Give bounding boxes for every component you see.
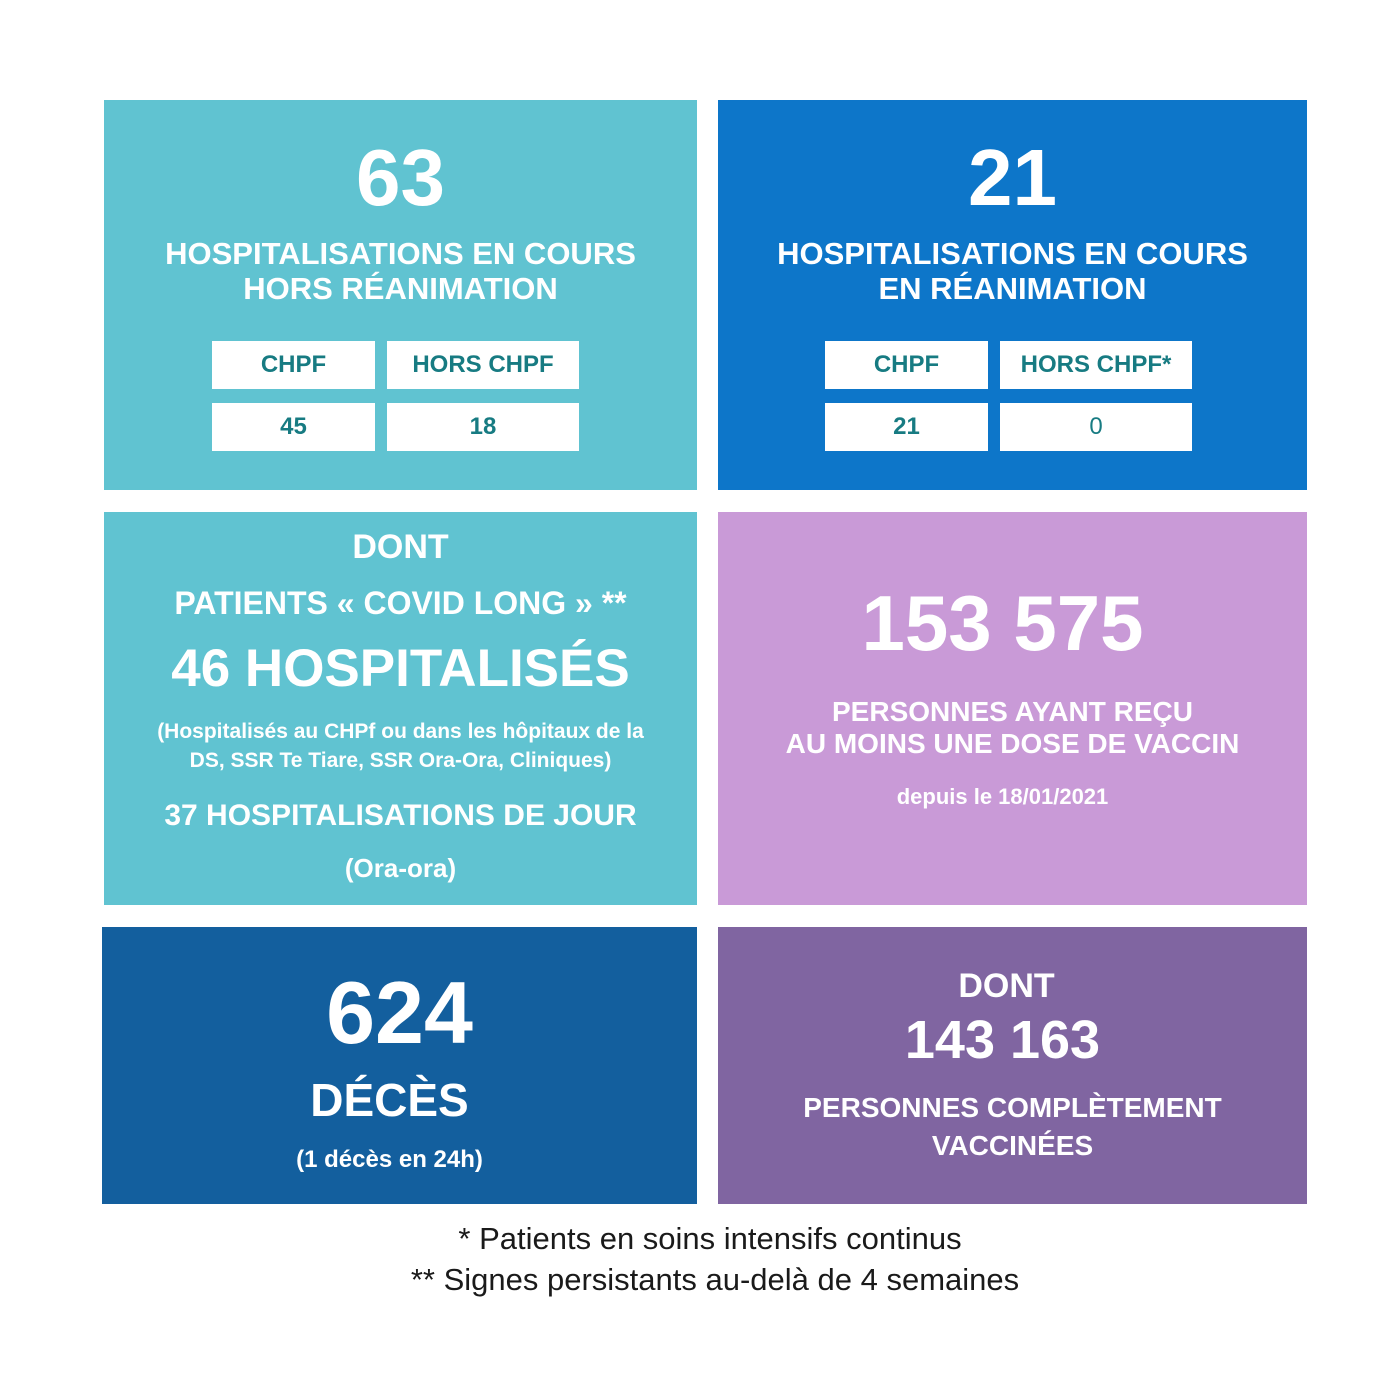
covid-long-jour-note: (Ora-ora) <box>344 853 457 883</box>
complet-line1: PERSONNES COMPLÈTEMENT <box>803 1092 1222 1123</box>
complet-line2: VACCINÉES <box>931 1130 1094 1161</box>
footnote-soins-intensifs: * Patients en soins intensifs continus <box>458 1221 962 1256</box>
deces-count: 624 <box>326 963 473 1062</box>
covid-long-dont: DONT <box>352 528 449 566</box>
hors-rea-count: 63 <box>356 133 445 222</box>
complet-dont: DONT <box>958 967 1055 1005</box>
deces-label: DÉCÈS <box>310 1074 469 1126</box>
covid-long-hospitalises: 46 HOSPITALISÉS <box>171 639 630 698</box>
deces-note: (1 décès en 24h) <box>296 1146 483 1173</box>
rea-title-line2: EN RÉANIMATION <box>878 271 1147 306</box>
completement-vaccines-card: DONT 143 163 PERSONNES COMPLÈTEMENT VACC… <box>718 927 1307 1204</box>
hors-rea-chpf-value: 45 <box>212 403 375 451</box>
vaccination-since: depuis le 18/01/2021 <box>896 784 1109 809</box>
hors-rea-hors-chpf-header: HORS CHPF <box>387 341 579 389</box>
rea-hors-chpf-header: HORS CHPF* <box>1000 341 1192 389</box>
hors-rea-title-line1: HOSPITALISATIONS EN COURS <box>165 236 636 271</box>
vaccination-card: 153 575 PERSONNES AYANT REÇU AU MOINS UN… <box>718 512 1307 905</box>
rea-chpf-value: 21 <box>825 403 988 451</box>
rea-hors-chpf-value: 0 <box>1000 403 1192 451</box>
covid-long-jour: 37 HOSPITALISATIONS DE JOUR <box>164 799 637 832</box>
deces-card: 624 DÉCÈS (1 décès en 24h) <box>102 927 697 1204</box>
hors-rea-title-line2: HORS RÉANIMATION <box>243 271 558 306</box>
covid-long-patients: PATIENTS « COVID LONG » ** <box>174 585 627 621</box>
rea-chpf-header: CHPF <box>825 341 988 389</box>
hors-rea-chpf-header: CHPF <box>212 341 375 389</box>
vaccination-line2: AU MOINS UNE DOSE DE VACCIN <box>785 728 1240 759</box>
vaccination-count: 153 575 <box>861 579 1144 667</box>
covid-long-card: DONT PATIENTS « COVID LONG » ** 46 HOSPI… <box>104 512 697 905</box>
covid-long-note-line2: DS, SSR Te Tiare, SSR Ora-Ora, Cliniques… <box>189 749 612 772</box>
rea-count: 21 <box>968 133 1057 222</box>
hospitalisations-hors-reanimation-card: 63 HOSPITALISATIONS EN COURS HORS RÉANIM… <box>104 100 697 490</box>
hospitalisations-reanimation-card: 21 HOSPITALISATIONS EN COURS EN RÉANIMAT… <box>718 100 1307 490</box>
covid-long-note-line1: (Hospitalisés au CHPf ou dans les hôpita… <box>157 720 644 743</box>
complet-count: 143 163 <box>904 1010 1101 1070</box>
footnote-signes-persistants: ** Signes persistants au-delà de 4 semai… <box>410 1262 1020 1297</box>
vaccination-line1: PERSONNES AYANT REÇU <box>832 696 1193 727</box>
hors-rea-hors-chpf-value: 18 <box>387 403 579 451</box>
footnotes: * Patients en soins intensifs continus *… <box>0 1218 1400 1300</box>
rea-title-line1: HOSPITALISATIONS EN COURS <box>777 236 1248 271</box>
